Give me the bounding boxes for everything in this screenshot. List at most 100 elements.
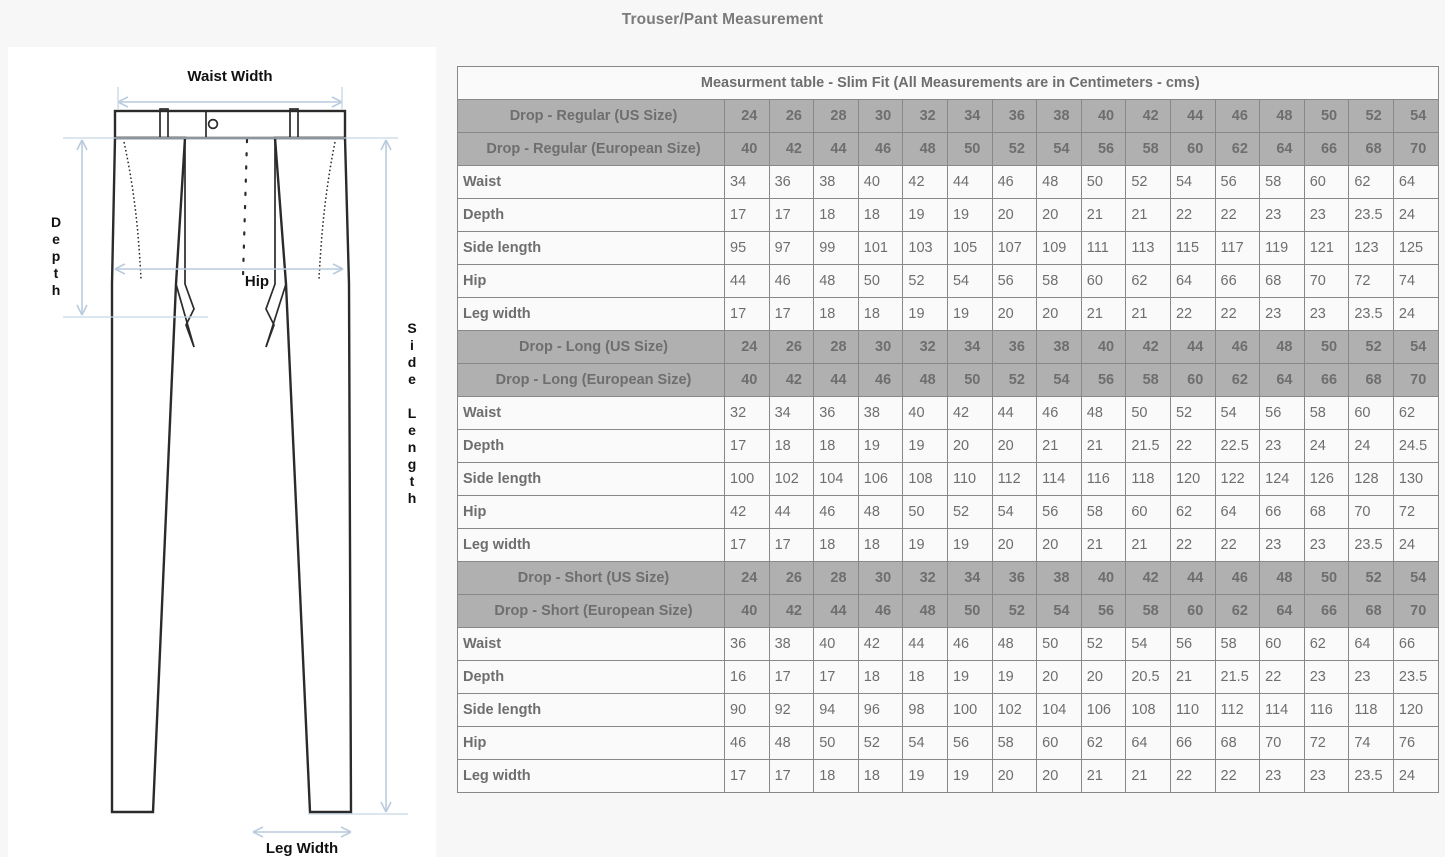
cell-long-waist-42: 50 bbox=[1125, 396, 1171, 430]
page-title: Trouser/Pant Measurement bbox=[621, 11, 824, 28]
cell-regular-depth-40: 21 bbox=[1080, 198, 1127, 232]
cell-regular-leg-width-52: 23.5 bbox=[1348, 297, 1394, 331]
cell-short-hip-40: 62 bbox=[1080, 726, 1127, 760]
table-title-row: Measurment table - Slim Fit (All Measure… bbox=[457, 66, 1439, 100]
cell-regular-side-length-54: 125 bbox=[1392, 231, 1439, 265]
eu-size-regular-4: 48 bbox=[902, 132, 948, 166]
cell-long-leg-width-38: 20 bbox=[1036, 528, 1082, 562]
cell-regular-waist-32: 42 bbox=[902, 165, 948, 199]
svg-text:D: D bbox=[51, 214, 61, 230]
us-size-long-0: 24 bbox=[724, 330, 770, 364]
cell-long-waist-28: 36 bbox=[813, 396, 859, 430]
leg-width-label: Leg Width bbox=[266, 840, 338, 857]
us-size-regular-1: 26 bbox=[768, 99, 815, 133]
cell-regular-side-length-48: 119 bbox=[1259, 231, 1305, 265]
cell-long-side-length-32: 108 bbox=[902, 462, 948, 496]
svg-text:n: n bbox=[408, 439, 417, 455]
section-header-eu-label-regular: Drop - Regular (European Size) bbox=[457, 132, 725, 166]
section-header-us-short: Drop - Short (US Size) 24 26 28 30 32 34 36 38 40… bbox=[457, 561, 1439, 595]
us-size-long-5: 34 bbox=[946, 330, 993, 364]
table-row: Hip 46 48 50 52 54 56 58 60 62 64 66 68 70 72 74 76 bbox=[457, 726, 1439, 760]
cell-regular-depth-34: 19 bbox=[946, 198, 993, 232]
cell-regular-depth-36: 20 bbox=[991, 198, 1038, 232]
table-row: Hip 44 46 48 50 52 54 56 58 60 62 64 66 68 70 72 74 bbox=[457, 264, 1439, 298]
us-size-regular-7: 38 bbox=[1036, 99, 1082, 133]
cell-long-waist-32: 40 bbox=[902, 396, 948, 430]
cell-regular-waist-54: 64 bbox=[1392, 165, 1439, 199]
cell-short-depth-40: 20 bbox=[1080, 660, 1127, 694]
us-size-long-9: 42 bbox=[1125, 330, 1171, 364]
trouser-diagram-panel: Waist Width bbox=[8, 47, 436, 857]
cell-short-hip-30: 52 bbox=[857, 726, 904, 760]
cell-short-leg-width-26: 17 bbox=[768, 759, 815, 793]
cell-regular-side-length-26: 97 bbox=[768, 231, 815, 265]
cell-short-leg-width-54: 24 bbox=[1392, 759, 1439, 793]
cell-short-waist-44: 56 bbox=[1169, 627, 1216, 661]
cell-long-hip-36: 54 bbox=[991, 495, 1038, 529]
us-size-regular-13: 50 bbox=[1303, 99, 1350, 133]
eu-size-long-7: 54 bbox=[1036, 363, 1082, 397]
cell-regular-hip-44: 64 bbox=[1169, 264, 1216, 298]
cell-long-depth-46: 22.5 bbox=[1214, 429, 1261, 463]
us-size-short-9: 42 bbox=[1125, 561, 1171, 595]
cell-short-leg-width-38: 20 bbox=[1036, 759, 1082, 793]
cell-long-waist-48: 56 bbox=[1259, 396, 1305, 430]
cell-short-depth-54: 23.5 bbox=[1392, 660, 1439, 694]
size-chart-table: Measurment table - Slim Fit (All Measure… bbox=[457, 66, 1439, 793]
trouser-body-shape bbox=[110, 136, 353, 814]
cell-short-side-length-36: 102 bbox=[991, 693, 1038, 727]
us-size-regular-4: 32 bbox=[902, 99, 948, 133]
cell-long-side-length-30: 106 bbox=[857, 462, 904, 496]
cell-regular-hip-52: 72 bbox=[1348, 264, 1394, 298]
cell-long-depth-36: 20 bbox=[991, 429, 1038, 463]
eu-size-long-6: 52 bbox=[991, 363, 1038, 397]
cell-long-depth-32: 19 bbox=[902, 429, 948, 463]
cell-short-waist-46: 58 bbox=[1214, 627, 1261, 661]
cell-regular-leg-width-40: 21 bbox=[1080, 297, 1127, 331]
us-size-regular-14: 52 bbox=[1348, 99, 1394, 133]
cell-long-leg-width-48: 23 bbox=[1259, 528, 1305, 562]
us-size-long-2: 28 bbox=[813, 330, 859, 364]
cell-long-depth-30: 19 bbox=[857, 429, 904, 463]
us-size-regular-2: 28 bbox=[813, 99, 859, 133]
cell-long-hip-26: 44 bbox=[768, 495, 815, 529]
cell-long-leg-width-34: 19 bbox=[946, 528, 993, 562]
cell-short-side-length-46: 112 bbox=[1214, 693, 1261, 727]
table-row: Waist 32 34 36 38 40 42 44 46 48 50 52 54 56 58 60 62 bbox=[457, 396, 1439, 430]
cell-short-waist-50: 62 bbox=[1303, 627, 1350, 661]
cell-regular-leg-width-48: 23 bbox=[1259, 297, 1305, 331]
cell-regular-waist-48: 58 bbox=[1259, 165, 1305, 199]
side-length-label: S i d e L e n g t h bbox=[407, 320, 416, 506]
cell-regular-depth-30: 18 bbox=[857, 198, 904, 232]
cell-short-depth-46: 21.5 bbox=[1214, 660, 1261, 694]
cell-long-side-length-38: 114 bbox=[1036, 462, 1082, 496]
eu-size-regular-7: 54 bbox=[1036, 132, 1082, 166]
cell-short-leg-width-24: 17 bbox=[724, 759, 770, 793]
section-header-us-regular: Drop - Regular (US Size) 24 26 28 30 32 34 36 38… bbox=[457, 99, 1439, 133]
row-label-long-leg-width: Leg width bbox=[457, 528, 725, 562]
cell-long-waist-34: 42 bbox=[946, 396, 993, 430]
cell-long-waist-50: 58 bbox=[1303, 396, 1350, 430]
section-header-us-label-regular: Drop - Regular (US Size) bbox=[457, 99, 725, 133]
section-header-eu-label-short: Drop - Short (European Size) bbox=[457, 594, 725, 628]
row-label-long-depth: Depth bbox=[457, 429, 725, 463]
cell-long-depth-34: 20 bbox=[946, 429, 993, 463]
row-label-regular-waist: Waist bbox=[457, 165, 725, 199]
svg-text:t: t bbox=[410, 473, 415, 489]
cell-short-waist-24: 36 bbox=[724, 627, 770, 661]
eu-size-regular-5: 50 bbox=[946, 132, 993, 166]
cell-long-waist-26: 34 bbox=[768, 396, 815, 430]
cell-regular-leg-width-24: 17 bbox=[724, 297, 770, 331]
cell-regular-depth-52: 23.5 bbox=[1348, 198, 1394, 232]
cell-regular-waist-30: 40 bbox=[857, 165, 904, 199]
eu-size-long-10: 60 bbox=[1169, 363, 1216, 397]
cell-short-side-length-54: 120 bbox=[1392, 693, 1439, 727]
cell-regular-depth-26: 17 bbox=[768, 198, 815, 232]
cell-short-waist-38: 50 bbox=[1036, 627, 1082, 661]
row-label-short-depth: Depth bbox=[457, 660, 725, 694]
cell-regular-hip-34: 54 bbox=[946, 264, 993, 298]
cell-short-hip-26: 48 bbox=[768, 726, 815, 760]
us-size-regular-12: 48 bbox=[1259, 99, 1305, 133]
cell-long-depth-40: 21 bbox=[1080, 429, 1127, 463]
us-size-long-10: 44 bbox=[1169, 330, 1216, 364]
